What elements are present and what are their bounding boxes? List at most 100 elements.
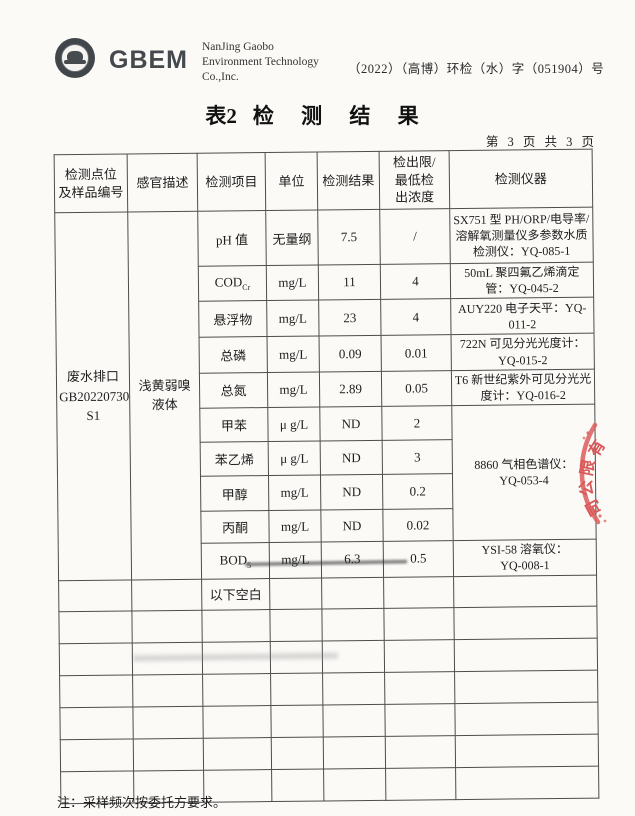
limit-cell: 0.02 <box>382 508 454 542</box>
empty-cell <box>385 767 456 800</box>
empty-cell <box>59 706 134 740</box>
limit-cell: 0.01 <box>381 334 452 372</box>
instrument-cell: SX751 型 PH/ORP/电导率/溶解氧测量仪多参数水质检测仪：YQ-085… <box>449 207 594 264</box>
col-header-instrument: 检测仪器 <box>449 149 593 209</box>
empty-cell <box>323 735 386 769</box>
unit-cell: 无量纲 <box>265 210 319 266</box>
empty-cell <box>58 610 133 644</box>
gbem-seal-icon <box>55 38 95 78</box>
result-cell: ND <box>319 406 383 442</box>
empty-cell <box>454 701 599 736</box>
empty-cell <box>385 735 456 768</box>
empty-cell <box>384 671 455 704</box>
title-prefix: 表2 <box>205 104 237 128</box>
empty-cell <box>453 605 598 640</box>
table-header-row: 检测点位 及样品编号 感官描述 检测项目 单位 检测结果 检出限/ 最低检 出浓… <box>54 149 593 213</box>
empty-cell <box>59 642 133 676</box>
empty-cell <box>453 574 597 608</box>
empty-cell <box>323 767 386 801</box>
report-number: （2022）（高博）环检（水）字（051904）号 <box>348 62 605 76</box>
empty-cell <box>455 765 599 800</box>
limit-cell: 0.5 <box>383 540 454 577</box>
instrument-cell: 50mL 聚四氟乙烯滴定管：YQ-045-2 <box>450 262 594 300</box>
limit-cell: 4 <box>380 263 451 300</box>
item-cell: 悬浮物 <box>198 300 268 338</box>
result-cell: 7.5 <box>317 209 381 266</box>
empty-cell <box>270 672 323 706</box>
footnote: 注：采样频次按委托方要求。 <box>57 795 227 810</box>
empty-cell <box>383 576 454 608</box>
results-table: 检测点位 及样品编号 感官描述 检测项目 单位 检测结果 检出限/ 最低检 出浓… <box>54 149 600 804</box>
unit-cell: mg/L <box>268 475 321 511</box>
empty-cell <box>201 609 271 642</box>
result-cell: ND <box>320 440 383 476</box>
empty-cell <box>60 738 134 772</box>
page-title: 表2 检 测 结 果 <box>0 100 635 130</box>
empty-cell <box>384 703 456 736</box>
item-cell: 苯乙烯 <box>200 441 269 477</box>
limit-cell: / <box>379 208 451 265</box>
unit-cell: μ g/L <box>268 441 321 476</box>
result-cell: 11 <box>318 264 381 301</box>
item-subscript: Cr <box>242 283 251 293</box>
page-indicator: 第 3 页 共 3 页 <box>485 135 597 149</box>
empty-cell <box>58 579 132 612</box>
empty-cell <box>269 608 323 642</box>
empty-cell <box>203 737 272 770</box>
seal-ring <box>61 44 89 72</box>
instrument-cell: 722N 可见分光光度计：YQ-015-2 <box>451 333 595 371</box>
company-name: NanJing Gaobo Environment Technology Co.… <box>202 41 319 83</box>
limit-cell: 0.05 <box>381 370 452 407</box>
col-header-limit: 检出限/ 最低检 出浓度 <box>379 150 450 210</box>
empty-cell <box>270 704 324 738</box>
empty-cell <box>131 578 202 611</box>
red-company-stamp-icon: 有 限 公 司 <box>577 422 609 525</box>
item-cell: 总氮 <box>199 372 268 409</box>
limit-cell: 0.2 <box>382 473 453 510</box>
unit-cell: mg/L <box>266 300 320 337</box>
col-header-sample-point: 检测点位 及样品编号 <box>54 154 128 213</box>
unit-cell: mg/L <box>267 371 320 408</box>
empty-cell <box>269 577 322 610</box>
item-cell: CODCr <box>198 265 267 302</box>
empty-cell <box>455 733 599 768</box>
result-cell: 23 <box>318 299 382 337</box>
limit-cell: 4 <box>380 299 452 336</box>
logo-text: GBEM <box>109 46 188 74</box>
sensory-cell: 浅黄弱嗅 液体 <box>127 211 202 580</box>
empty-cell <box>202 705 272 738</box>
item-label: BOD <box>219 551 248 568</box>
empty-cell <box>454 669 598 704</box>
stamp-char: 司 <box>582 496 605 519</box>
stamp-char: 限 <box>578 457 599 477</box>
item-cell: 甲醇 <box>200 475 269 512</box>
blank-label-cell: 以下空白 <box>201 578 270 610</box>
result-cell: ND <box>320 474 383 511</box>
empty-cell <box>322 671 385 705</box>
item-cell: 总磷 <box>199 336 268 374</box>
limit-cell: 3 <box>382 439 453 475</box>
col-header-unit: 单位 <box>265 152 318 211</box>
empty-cell <box>131 609 203 643</box>
empty-cell <box>132 705 204 739</box>
empty-cell <box>133 737 204 771</box>
stamp-char: 公 <box>577 479 597 497</box>
empty-cell <box>322 703 386 737</box>
company-header: GBEM NanJing Gaobo Environment Technolog… <box>55 38 319 85</box>
unit-cell: mg/L <box>269 542 322 579</box>
instrument-cell: AUY220 电子天平：YQ-011-2 <box>450 297 595 335</box>
col-header-result: 检测结果 <box>317 151 380 211</box>
empty-cell <box>271 736 324 770</box>
empty-cell <box>383 607 455 640</box>
seal-emblem-base <box>64 60 86 64</box>
empty-cell <box>454 637 598 672</box>
sample-point-cell: 废水排口 GB20220730 S1 <box>54 212 132 581</box>
item-cell: pH 值 <box>197 210 267 267</box>
results-table-wrapper: 检测点位 及样品编号 感官描述 检测项目 单位 检测结果 检出限/ 最低检 出浓… <box>54 149 600 804</box>
empty-cell <box>384 639 455 672</box>
unit-cell: mg/L <box>266 265 319 301</box>
result-cell: 0.09 <box>319 335 382 372</box>
empty-cell <box>321 607 385 641</box>
result-cell: 2.89 <box>319 371 382 408</box>
